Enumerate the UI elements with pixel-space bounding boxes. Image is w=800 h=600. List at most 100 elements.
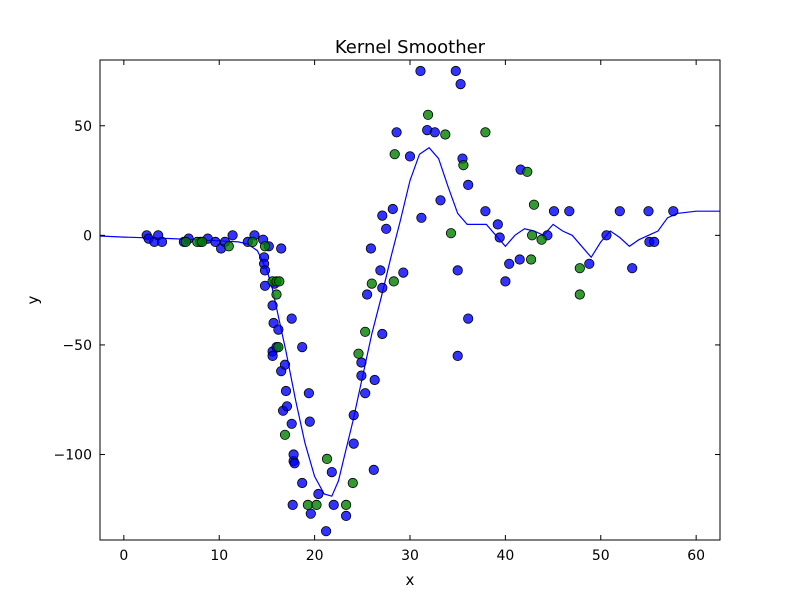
green-points-point <box>347 477 358 489</box>
blue-points-point <box>387 203 398 215</box>
blue-points-point <box>286 418 297 429</box>
green-points-point <box>302 499 313 510</box>
blue-points-point <box>500 276 511 287</box>
blue-points-point <box>584 258 595 269</box>
blue-points-point <box>297 477 308 489</box>
green-points-point <box>422 109 434 120</box>
blue-points-point <box>452 265 463 276</box>
blue-points-point <box>287 499 298 510</box>
blue-points-point <box>377 210 388 221</box>
green-points-point <box>360 326 371 337</box>
y-tick-label: −50 <box>62 338 92 354</box>
green-points-point <box>321 453 333 464</box>
green-points-point <box>528 199 540 210</box>
blue-points-point <box>668 206 679 217</box>
blue-points-point <box>514 254 525 265</box>
green-points-point <box>388 276 399 287</box>
blue-points-point <box>279 359 291 370</box>
green-points-point <box>522 166 533 177</box>
x-tick-label: 0 <box>119 548 128 564</box>
blue-points-point <box>259 280 271 291</box>
y-axis-label: y <box>24 295 42 304</box>
y-tick-label: 0 <box>83 228 92 244</box>
blue-points-point <box>381 223 392 234</box>
blue-points-point <box>361 289 373 300</box>
blue-points-point <box>548 206 560 217</box>
blue-points-point <box>156 236 168 247</box>
blue-points-point <box>305 508 316 519</box>
blue-points-point <box>601 230 612 241</box>
green-points-point <box>574 289 585 300</box>
blue-points-point <box>416 212 427 223</box>
x-tick-label: 30 <box>401 548 419 564</box>
blue-points-point <box>368 464 379 475</box>
blue-points-point <box>360 388 371 399</box>
blue-points-point <box>297 341 308 353</box>
blue-points-point <box>328 499 339 510</box>
green-points-point <box>223 241 234 252</box>
y-tick-label: −100 <box>54 448 92 464</box>
blue-points-point <box>627 263 638 274</box>
blue-points-point <box>259 265 271 276</box>
x-tick-label: 40 <box>496 548 514 564</box>
blue-points-point <box>377 282 388 293</box>
blue-points-point <box>398 267 409 278</box>
green-points-point <box>389 149 400 160</box>
blue-points-point <box>365 243 376 254</box>
green-points-point <box>445 228 457 239</box>
blue-points-point <box>280 385 292 397</box>
green-points-point <box>273 341 284 353</box>
blue-points-point <box>455 79 466 90</box>
blue-points-point <box>480 206 491 217</box>
blue-points-point <box>348 438 359 449</box>
blue-points-point <box>276 243 287 254</box>
blue-points-point <box>289 458 300 469</box>
blue-points-point <box>450 65 461 77</box>
blue-points-point <box>375 265 386 276</box>
blue-points-point <box>463 313 474 324</box>
x-tick-label: 60 <box>687 548 705 564</box>
blue-points-point <box>369 374 380 386</box>
y-tick-label: 50 <box>74 119 92 135</box>
blue-points-point <box>267 350 278 361</box>
blue-points-point <box>227 230 238 241</box>
green-points-point <box>180 236 191 247</box>
x-tick-label: 20 <box>306 548 324 564</box>
blue-points-point <box>404 151 416 162</box>
blue-points-point <box>267 300 278 311</box>
blue-points-point <box>649 236 660 247</box>
blue-points-point <box>356 357 367 368</box>
chart-title: Kernel Smoother <box>335 37 486 58</box>
blue-points-point <box>288 449 299 460</box>
blue-points-point <box>286 313 297 324</box>
blue-points-point <box>377 328 388 340</box>
green-points-point <box>259 241 271 252</box>
blue-points-point <box>435 195 446 206</box>
blue-points-point <box>304 416 315 427</box>
blue-points-point <box>463 179 474 190</box>
green-points-point <box>247 236 258 247</box>
blue-points-point <box>356 370 367 381</box>
blue-points-point <box>303 388 314 399</box>
blue-points-point <box>320 526 332 537</box>
blue-points-point <box>564 206 575 217</box>
blue-points-point <box>415 65 426 77</box>
blue-points-point <box>340 510 352 522</box>
blue-points-point <box>494 232 505 243</box>
green-points-point <box>440 129 451 140</box>
blue-points-point <box>281 401 293 412</box>
blue-points-point <box>273 324 284 335</box>
x-tick-label: 10 <box>210 548 228 564</box>
green-points-point <box>574 263 585 274</box>
green-points-point <box>526 230 538 241</box>
blue-points-point <box>452 350 463 361</box>
x-tick-label: 50 <box>592 548 610 564</box>
blue-points-point <box>313 488 324 500</box>
green-points-point <box>340 499 352 510</box>
green-points-point <box>536 234 547 245</box>
blue-points-point <box>492 219 503 230</box>
green-points-point <box>353 348 364 359</box>
blue-points-point <box>643 206 654 217</box>
